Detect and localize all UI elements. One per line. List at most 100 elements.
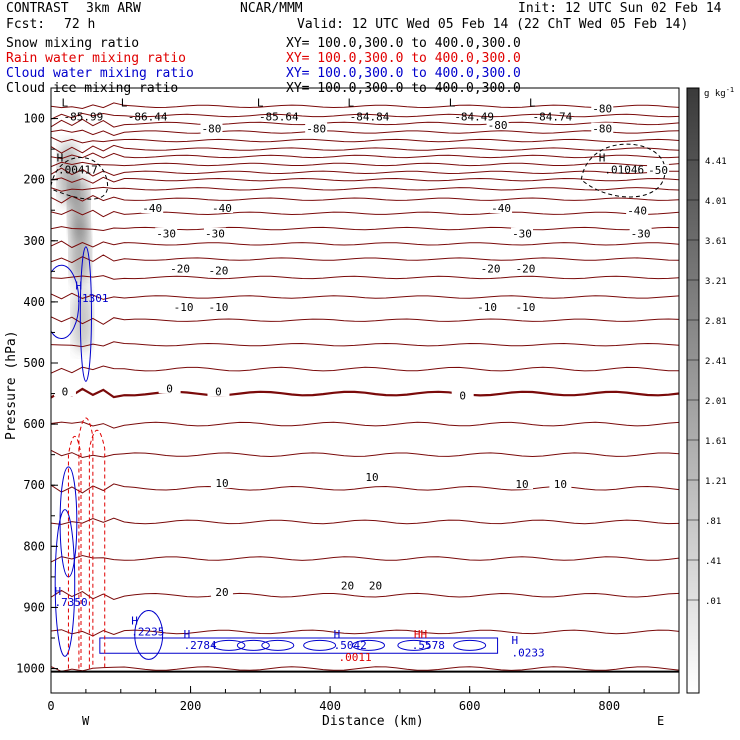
- temperature-contour-label: 20: [341, 580, 354, 593]
- x-tick-label: 400: [319, 699, 341, 713]
- fcst-value: 72 h: [64, 17, 96, 32]
- extremum-label: H: [599, 151, 606, 164]
- temperature-contour: [51, 186, 679, 192]
- temperature-contour: [51, 136, 679, 144]
- temperature-contour-label: -20: [516, 263, 536, 276]
- temperature-contour-label: 0: [459, 390, 466, 403]
- temperature-contour-label: 10: [554, 478, 567, 491]
- temperature-contour: [51, 449, 679, 459]
- colorbar-label: 2.01: [705, 397, 727, 407]
- extremum-label: L: [348, 96, 355, 109]
- cloud-water-contour: [54, 509, 76, 657]
- center-label: NCAR/MMM: [240, 1, 303, 16]
- temperature-contour-label: -30: [156, 228, 176, 241]
- colorbar-labels: 4.41 4.01 3.61 3.21 2.81 2.41 2.01 1.61 1.21 .81.…: [687, 157, 727, 607]
- colorbar-scale: [686, 87, 700, 694]
- y-tick-label: 600: [23, 417, 45, 431]
- field-xy-rain: XY= 100.0,300.0 to 400.0,300.0: [286, 51, 521, 66]
- cloud-water-contour: [261, 639, 295, 651]
- temperature-contour: [51, 421, 679, 429]
- contour-label-bg: [336, 579, 359, 591]
- temperature-contour-label: 10: [515, 478, 528, 491]
- colorbar-unit-base: g kg: [704, 89, 726, 99]
- temperature-contour: [51, 152, 679, 160]
- model-label: 3km ARW: [86, 1, 141, 16]
- west-label: W: [82, 714, 90, 728]
- x-tick-label: 800: [598, 699, 620, 713]
- temperature-contour: [51, 292, 679, 300]
- temperature-contour-label: -10: [516, 301, 536, 314]
- y-tick-label: 300: [23, 234, 45, 248]
- fcst-label: Fcst:: [6, 17, 46, 32]
- extremum-label: .2784: [184, 639, 217, 652]
- contour-label-bg: [511, 227, 533, 239]
- temperature-contour-label: -50: [648, 164, 668, 177]
- extremum-label: H: [512, 634, 519, 647]
- colorbar-label: 1.21: [705, 477, 727, 487]
- contour-label-bg: [591, 122, 614, 134]
- contour-label-bg: [207, 385, 230, 397]
- temperature-contour: [51, 387, 679, 399]
- colorbar-label: .41: [705, 557, 721, 567]
- temperature-contour: [51, 629, 679, 637]
- temperature-contour-label: -10: [174, 301, 194, 314]
- temperature-contour-label: -30: [631, 228, 651, 241]
- contour-label-bg: [514, 262, 537, 274]
- contour-label-bg: [629, 227, 652, 239]
- extremum-label: H: [184, 628, 191, 641]
- extremum-label: HH: [414, 628, 427, 641]
- temperature-contour: [51, 144, 679, 154]
- x-tick-label: 600: [459, 699, 481, 713]
- extremum-label: -84.74: [532, 110, 572, 123]
- extremum-label: L: [61, 96, 68, 109]
- cloud-water-contour: [79, 246, 92, 382]
- contour-label-bg: [511, 478, 533, 490]
- extremum-label: .2235: [131, 626, 164, 639]
- project-label: CONTRAST: [6, 1, 69, 16]
- field-xy-cloud-water: XY= 100.0,300.0 to 400.0,300.0: [286, 66, 521, 81]
- temperature-contour: [51, 517, 679, 525]
- temperature-contour-label: -40: [142, 202, 162, 215]
- field-name-cloud-water: Cloud water mixing ratio: [6, 66, 194, 81]
- cloud-water-contour: [134, 610, 164, 660]
- y-axis-label: Pressure (hPa): [4, 330, 19, 440]
- extremum-label: H: [334, 628, 341, 641]
- temperature-contour: [51, 112, 679, 120]
- temperature-contour-label: -30: [512, 228, 532, 241]
- extremum-label: .00417: [58, 164, 98, 177]
- contour-label-bg: [305, 122, 328, 134]
- extremum-label: -84.84: [350, 110, 390, 123]
- temperature-contour: [51, 254, 679, 264]
- temperature-contour: [51, 176, 679, 184]
- colorbar-unit: g kg-1: [704, 86, 734, 99]
- contour-label-bg: [203, 227, 226, 239]
- contour-label-bg: [169, 262, 192, 274]
- temperature-contour: [51, 161, 679, 168]
- contour-label-bg: [155, 227, 178, 239]
- contour-label-bg: [210, 477, 233, 488]
- temperature-contour: [51, 554, 679, 563]
- contour-label-bg: [207, 264, 230, 276]
- x-axis-label: Distance (km): [322, 714, 424, 729]
- extremum-label: L: [529, 96, 536, 109]
- extremum-label: H: [54, 585, 61, 598]
- colorbar-label: 2.41: [705, 357, 727, 367]
- extremum-label: L: [449, 96, 456, 109]
- y-tick-label: 900: [23, 600, 45, 614]
- contour-label-bg: [490, 202, 513, 213]
- colorbar-unit-exp: -1: [726, 86, 734, 94]
- temperature-contour-label: -20: [170, 263, 190, 276]
- colorbar-label: .01: [705, 597, 721, 607]
- x-tick-label: 0: [47, 699, 54, 713]
- y-tick-label: 100: [23, 112, 45, 126]
- temperature-contour: [51, 226, 679, 232]
- contour-label-bg: [647, 164, 670, 176]
- extremum-label: .5578: [412, 639, 445, 652]
- temperature-contour-label: 20: [215, 586, 228, 599]
- contour-labels: -80 -80 -80-80-80-50-40 -40 -40 -40-30 -30 -30-…: [53, 96, 670, 664]
- y-tick-label: 500: [23, 356, 45, 370]
- extremum-label: -84.49: [454, 110, 494, 123]
- y-tick-label: 1000: [16, 662, 45, 676]
- temperature-contour-label: -80: [592, 102, 612, 115]
